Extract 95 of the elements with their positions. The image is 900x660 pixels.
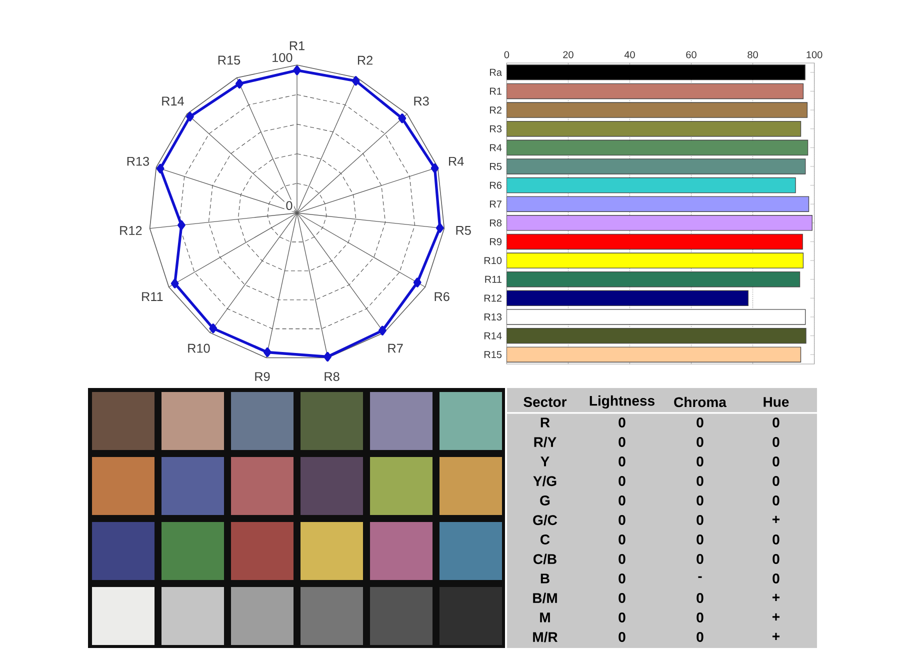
bar [506,234,803,250]
spoke-label: R6 [434,292,450,302]
text: B/M [533,592,557,604]
text: 0 [772,456,780,466]
spoke-label: R4 [449,156,464,166]
spoke-label: R5 [456,226,471,235]
text: 0 [618,515,626,525]
text: R [540,418,550,428]
y-tick-label: R5 [490,162,502,170]
bar [506,64,806,80]
text: 0 [618,554,626,564]
y-tick-label: R8 [490,219,502,226]
text: 0 [618,593,626,603]
y-tick-label: R11 [485,276,502,283]
text: 0 [696,496,704,506]
text: 0 [696,515,704,525]
text: G/C [533,514,558,526]
category-label: Hue [764,397,789,407]
y-tick-label: R13 [484,313,502,321]
text: 0 [618,612,626,622]
text: 0 [772,418,780,428]
text: 0 [696,632,704,642]
y-tick-label: R12 [484,294,502,302]
text: 0 [772,554,780,564]
text: + [772,516,780,523]
text: 0 [772,574,780,584]
y-tick-label: R6 [490,182,502,189]
spoke-label: R2 [358,56,372,65]
text: 0 [618,476,626,486]
category-label: Chroma [674,396,727,408]
text: 0 [772,476,780,486]
x-tick-label: 60 [686,51,696,58]
text: 0 [696,437,704,447]
text: 0 [696,554,704,564]
bar [506,177,796,194]
y-tick-label: R10 [484,256,502,264]
spoke-label: R9 [255,372,270,382]
x-tick-label: 80 [748,51,758,58]
text: 0 [618,534,626,544]
text: 0 [696,476,704,486]
text: - [698,576,702,578]
y-tick-label: R15 [484,351,502,358]
category-label: Sector [524,397,567,407]
text: 0 [618,574,626,584]
y-tick-label: R7 [490,200,502,208]
text: R/Y [534,436,556,448]
category-label: Lightness [590,395,654,409]
x-tick-label: 20 [563,51,574,58]
text: G [540,496,550,506]
text: 0 [696,418,704,428]
text: 0 [772,437,780,447]
text: + [772,632,780,640]
y-tick-label: R9 [490,238,502,246]
y-tick-label: Ra [490,68,502,76]
bar [506,196,810,212]
text: M/R [533,632,558,642]
text: 0 [772,534,780,544]
text: 0 [618,437,626,447]
spoke-label: R10 [188,344,210,353]
y-tick-label: R2 [490,106,502,114]
text: M [540,612,550,622]
spoke-label: R3 [414,96,429,106]
text: + [772,613,780,620]
text: C/B [534,554,556,564]
x-tick-label: 0 [504,51,510,58]
spoke-label: R11 [142,292,163,301]
text: 0 [618,418,626,428]
text: B [540,574,550,584]
text: Y [540,456,550,466]
text: Y/G [533,476,556,486]
spoke-label: R14 [162,96,184,106]
x-tick-label: 40 [624,51,635,58]
text: C [540,534,550,544]
bar [506,328,806,344]
x-tick-label: 100 [806,51,822,58]
spoke-label: R13 [127,156,150,166]
spoke-label: R8 [324,372,340,382]
text: 0 [618,456,626,466]
y-tick-label: R3 [490,125,502,132]
y-tick-label: R14 [484,332,502,340]
text: 0 [696,534,704,544]
spoke-label: R1 [290,41,304,50]
spoke-label: R12 [120,226,142,235]
y-tick-label: R4 [490,144,502,152]
spoke-label: R15 [218,56,240,65]
text: 0 [618,496,626,506]
text: 0 [696,456,704,466]
bar [506,346,802,362]
text: + [772,594,780,601]
text: 0 [772,496,780,506]
y-tick-label: R1 [490,88,502,95]
text: 0 [696,612,704,622]
text: 0 [696,593,704,603]
spoke-label: R7 [388,344,403,353]
text: 0 [618,632,626,642]
